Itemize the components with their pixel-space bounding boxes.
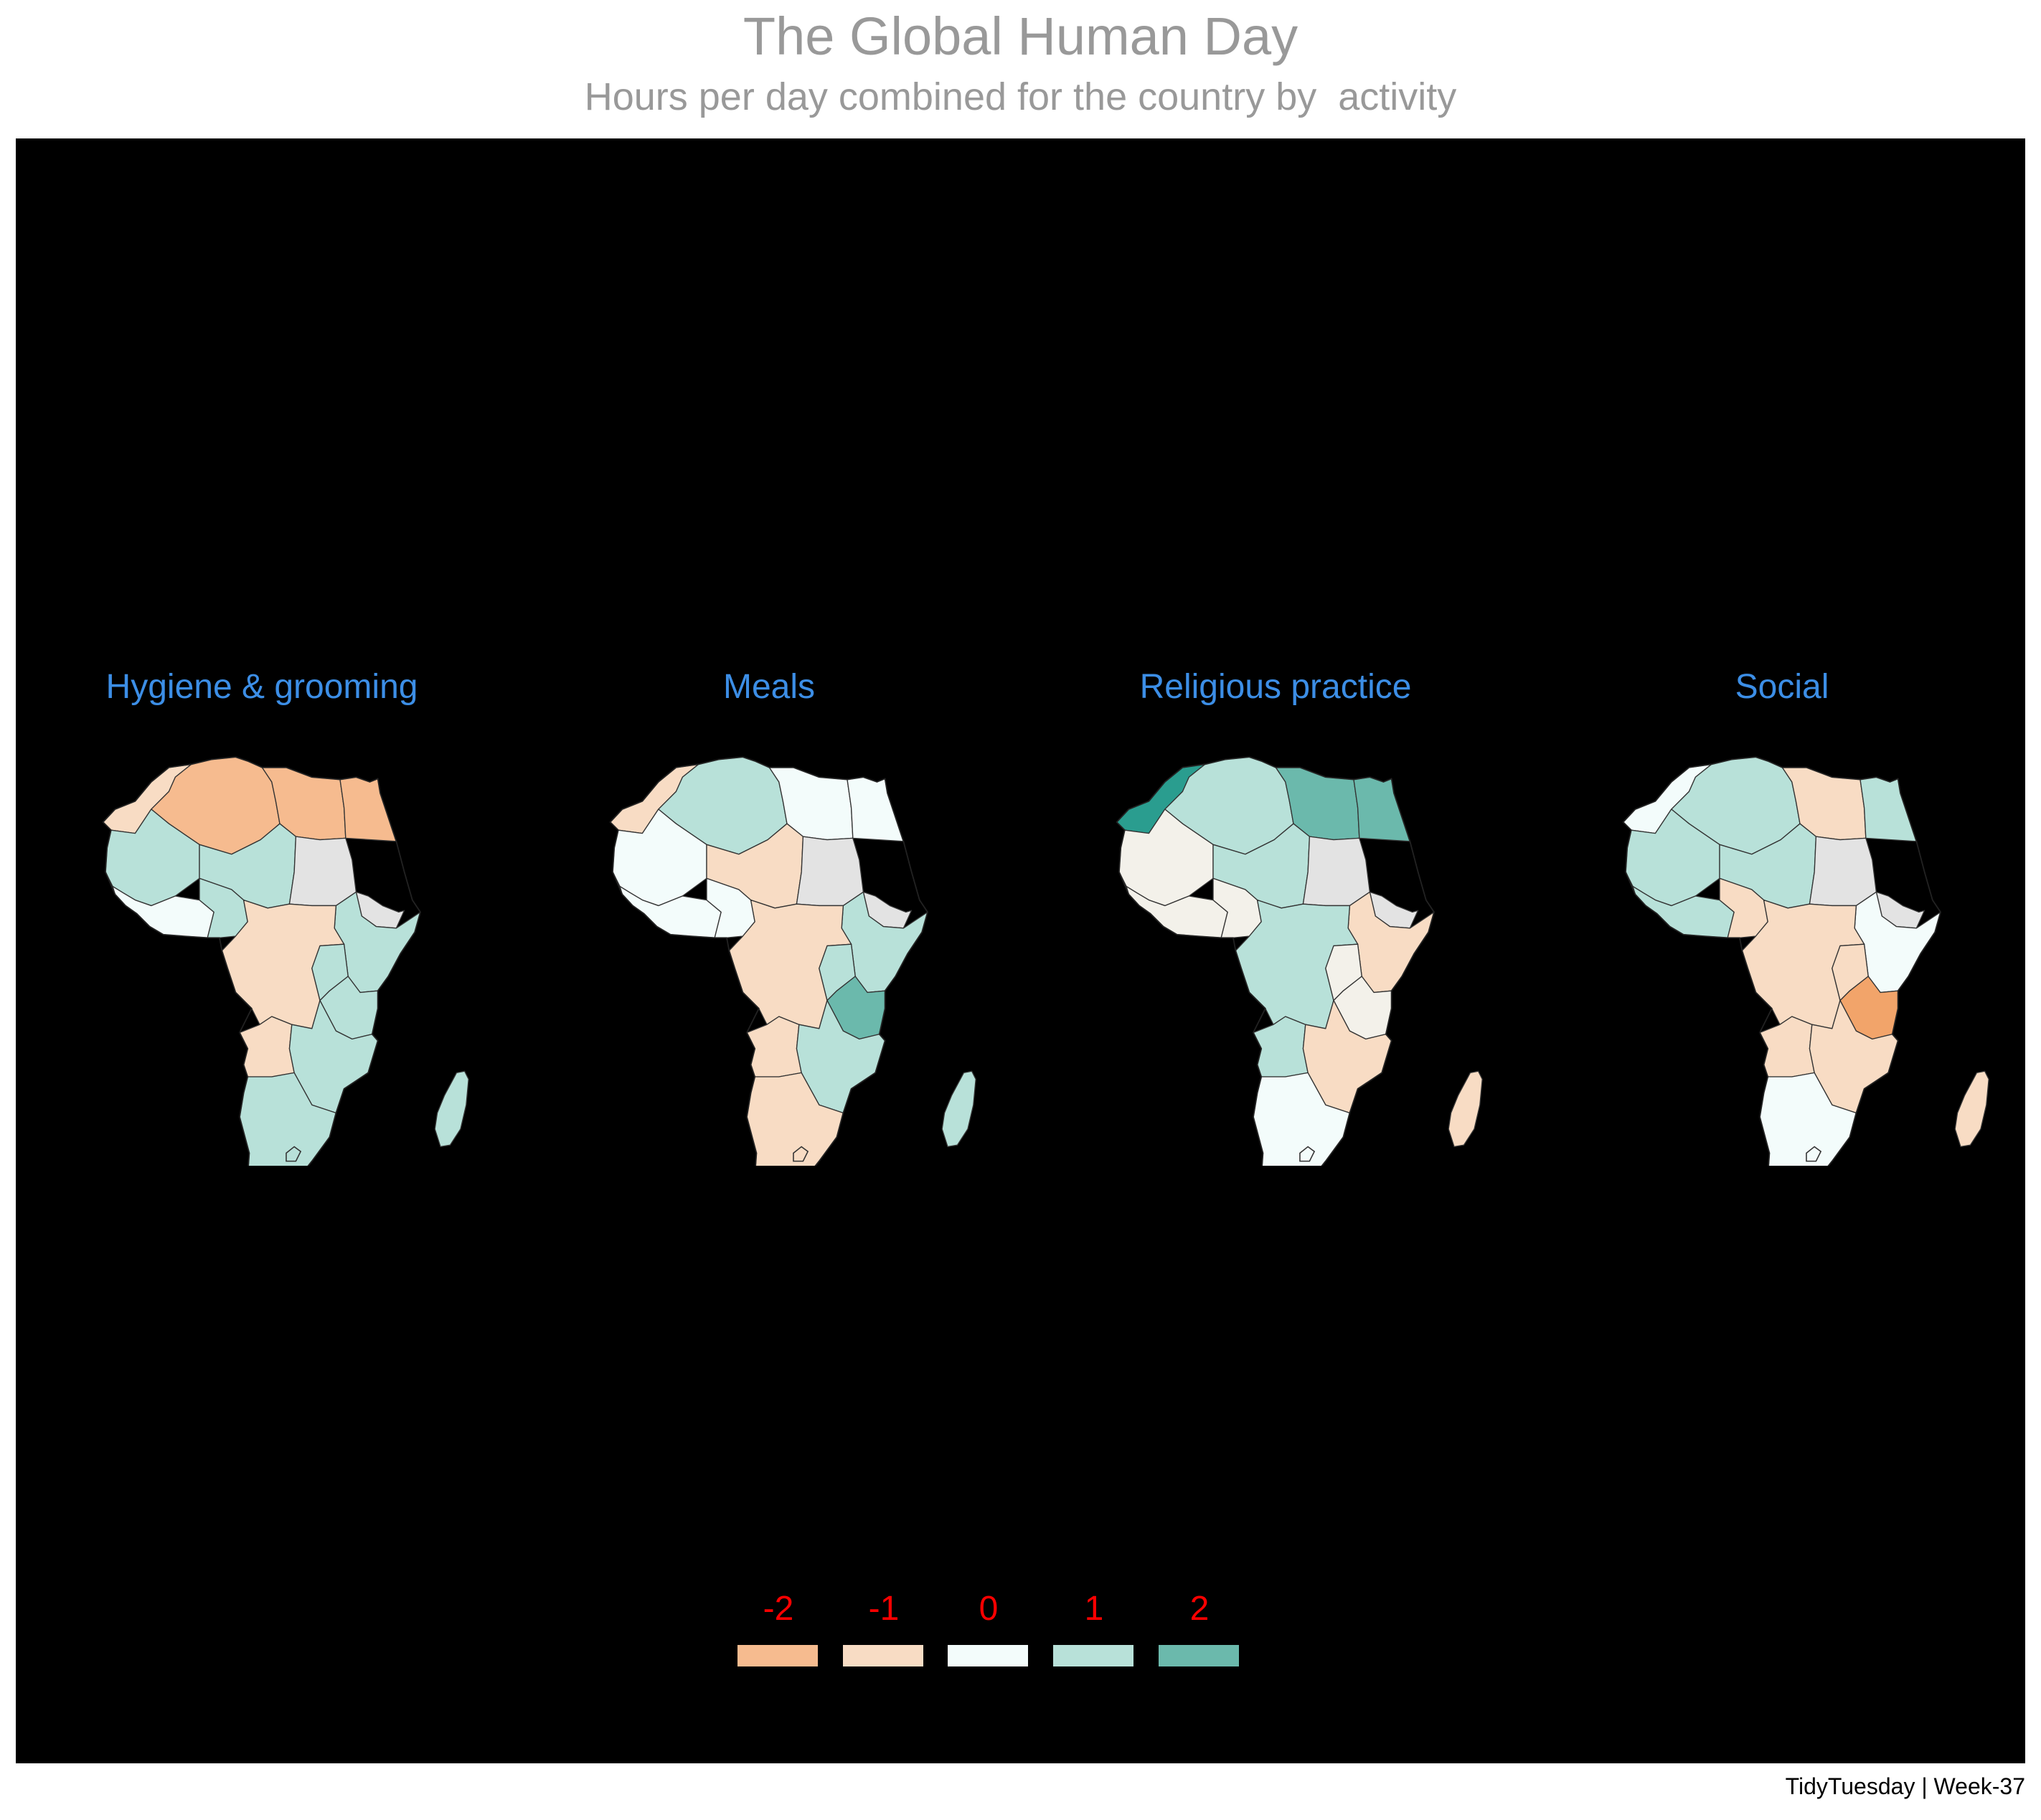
continent-outline [609, 756, 928, 1166]
enclave-outline [1299, 1146, 1316, 1162]
facet-title-4: Social [1735, 668, 1829, 706]
region-angola [239, 1016, 295, 1078]
africa-map-3 [1093, 735, 1494, 1166]
legend-label-0: 0 [979, 1590, 999, 1628]
region-madagascar [1954, 1070, 1989, 1148]
legend-label-1: 1 [1084, 1590, 1104, 1628]
chart-title: The Global Human Day [743, 6, 1298, 66]
region-madagascar [434, 1070, 469, 1148]
region-angola [1759, 1016, 1815, 1078]
region-nigeria [1719, 877, 1768, 938]
legend-label-neg2: -2 [763, 1590, 794, 1628]
continent-outline [1622, 756, 1941, 1166]
chart-subtitle: Hours per day combined for the country b… [584, 75, 1457, 118]
africa-map-svg [102, 756, 469, 1166]
region-egypt [1353, 776, 1411, 842]
region-angola [746, 1016, 802, 1078]
caption: TidyTuesday | Week-37 [1785, 1773, 2025, 1799]
facet-title-2: Meals [722, 668, 816, 706]
africa-map-2 [586, 735, 988, 1166]
legend-key-neg2 [737, 1645, 818, 1666]
region-nigeria [706, 877, 755, 938]
region-egypt [339, 776, 397, 842]
africa-map-svg [609, 756, 976, 1166]
region-nigeria [199, 877, 248, 938]
facet-title-1: Hygiene & grooming [105, 668, 418, 706]
region-madagascar [1448, 1070, 1483, 1148]
enclave-outline [793, 1146, 809, 1162]
facet-title-3: Religious practice [1139, 668, 1412, 706]
continent-outline [1116, 756, 1435, 1166]
africa-map-4 [1599, 735, 2001, 1166]
enclave-outline [286, 1146, 302, 1162]
legend-key-neg1 [843, 1645, 923, 1666]
legend-label-neg1: -1 [868, 1590, 900, 1628]
legend-key-2 [1159, 1645, 1239, 1666]
region-madagascar [941, 1070, 976, 1148]
africa-map-svg [1622, 756, 1989, 1166]
enclave-outline [1806, 1146, 1822, 1162]
region-nigeria [1212, 877, 1262, 938]
region-sudan [288, 836, 357, 907]
region-sudan [796, 836, 864, 907]
africa-map-1 [79, 735, 481, 1166]
region-sudan [1809, 836, 1877, 907]
legend-key-1 [1053, 1645, 1133, 1666]
continent-outline [102, 756, 421, 1166]
africa-map-svg [1116, 756, 1483, 1166]
region-angola [1253, 1016, 1309, 1078]
region-egypt [1859, 776, 1918, 842]
region-egypt [847, 776, 905, 842]
region-sudan [1302, 836, 1371, 907]
legend-label-2: 2 [1189, 1590, 1210, 1628]
legend-key-0 [948, 1645, 1028, 1666]
